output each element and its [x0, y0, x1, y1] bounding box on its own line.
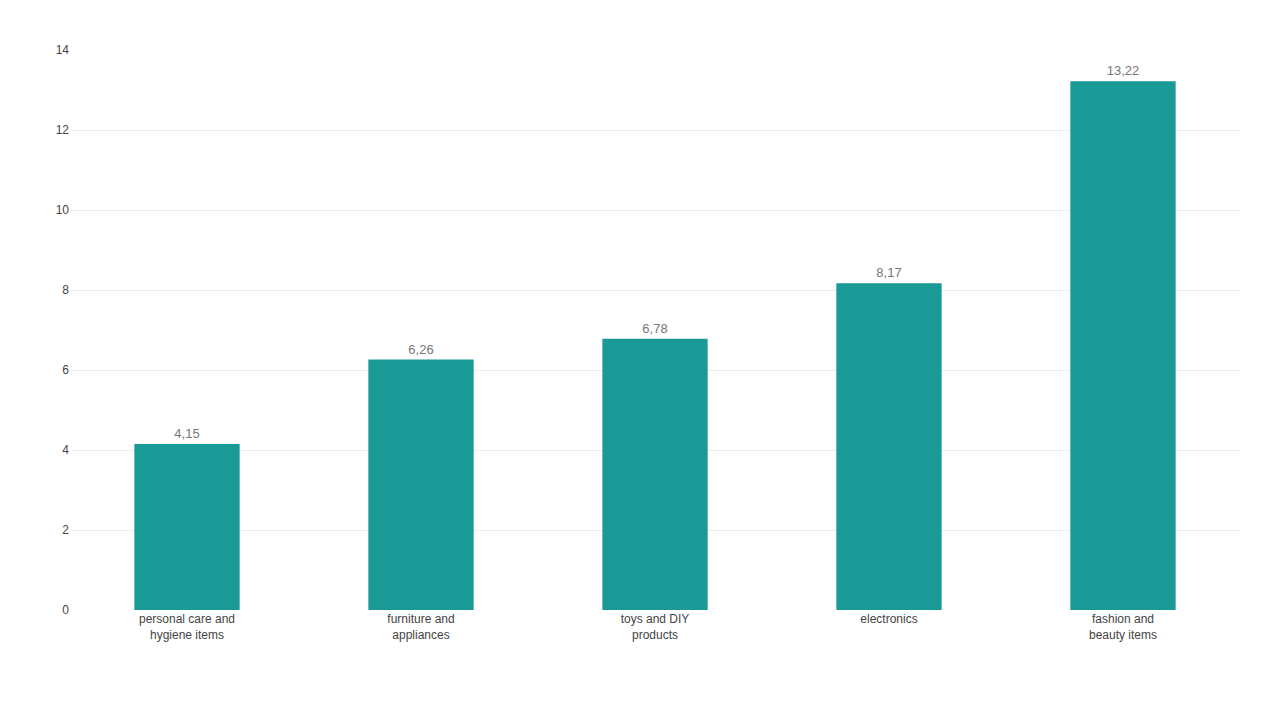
svg-text:0: 0: [62, 603, 69, 617]
svg-text:fashion andbeauty items: fashion andbeauty items: [1089, 612, 1157, 642]
svg-text:2: 2: [62, 523, 69, 537]
svg-text:12: 12: [56, 123, 70, 137]
svg-text:10: 10: [56, 203, 70, 217]
svg-text:8: 8: [62, 283, 69, 297]
svg-text:4: 4: [62, 443, 69, 457]
svg-text:13,22: 13,22: [1107, 63, 1140, 78]
svg-text:furniture andappliances: furniture andappliances: [387, 612, 454, 642]
svg-text:8,17: 8,17: [876, 265, 901, 280]
svg-text:personal care andhygiene items: personal care andhygiene items: [139, 612, 235, 642]
svg-text:4,15: 4,15: [174, 426, 199, 441]
svg-text:6,78: 6,78: [642, 321, 667, 336]
svg-text:electronics: electronics: [860, 612, 917, 626]
svg-text:toys and DIYproducts: toys and DIYproducts: [621, 612, 690, 642]
svg-text:6,26: 6,26: [408, 342, 433, 357]
svg-text:14: 14: [56, 43, 70, 57]
svg-text:6: 6: [62, 363, 69, 377]
